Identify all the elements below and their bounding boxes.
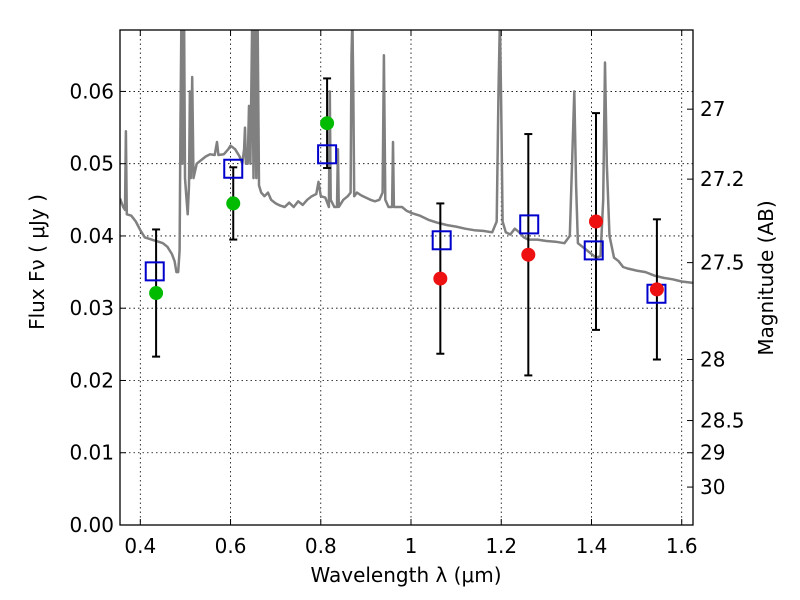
- y-axis-label: Flux Fν ( μJy ): [25, 194, 49, 330]
- plot-frame: [119, 29, 694, 526]
- x-tick-label: 0.8: [305, 534, 337, 558]
- model-photometry-square: [317, 144, 338, 165]
- model-spectrum-line: [120, 30, 693, 285]
- y-tick-label: 0.06: [69, 79, 114, 103]
- model-photometry-square: [144, 261, 165, 282]
- axes-layer: 0.4 0.6 0.8 1 1.2 1.4 1.6 0.00 0.01 0.02 0.03 0.04 0…: [69, 30, 745, 558]
- model-photometry-square: [223, 158, 244, 179]
- right-y-tick-label: 27.5: [700, 251, 745, 275]
- x-tick-label: 1.6: [666, 534, 698, 558]
- observed-flux-point: [521, 247, 536, 262]
- observed-flux-point: [149, 286, 164, 301]
- y-tick-label: 0.04: [69, 224, 114, 248]
- y-tick-label: 0.01: [69, 441, 114, 465]
- observed-flux-point: [226, 196, 241, 211]
- x-tick-label: 0.4: [124, 534, 156, 558]
- observed-flux-point: [320, 116, 335, 131]
- x-axis-label: Wavelength λ (μm): [310, 563, 501, 587]
- right-y-tick-label: 28: [700, 347, 725, 371]
- right-y-tick-label: 29: [700, 441, 725, 465]
- grid-lines: [120, 30, 693, 526]
- x-tick-label: 1.2: [485, 534, 517, 558]
- right-y-tick-label: 27: [700, 97, 725, 121]
- y-tick-label: 0.00: [69, 513, 114, 537]
- model-photometry-square: [583, 240, 604, 261]
- data-markers-layer: [144, 116, 667, 304]
- x-tick-label: 0.6: [215, 534, 247, 558]
- observed-flux-point: [588, 214, 603, 229]
- right-y-tick-label: 27.2: [700, 167, 745, 191]
- y-tick-label: 0.03: [69, 296, 114, 320]
- right-y-tick-label: 30: [700, 475, 725, 499]
- observed-flux-point: [433, 271, 448, 286]
- y-tick-label: 0.05: [69, 152, 114, 176]
- right-y-axis-label: Magnitude (AB): [754, 200, 778, 355]
- observed-flux-point: [649, 282, 664, 297]
- x-tick-label: 1: [405, 534, 418, 558]
- right-y-tick-label: 28.5: [700, 409, 745, 433]
- model-photometry-square: [431, 230, 452, 251]
- model-photometry-square: [519, 214, 540, 235]
- y-tick-label: 0.02: [69, 368, 114, 392]
- x-tick-label: 1.4: [576, 534, 608, 558]
- model-spectrum-layer: [120, 30, 693, 285]
